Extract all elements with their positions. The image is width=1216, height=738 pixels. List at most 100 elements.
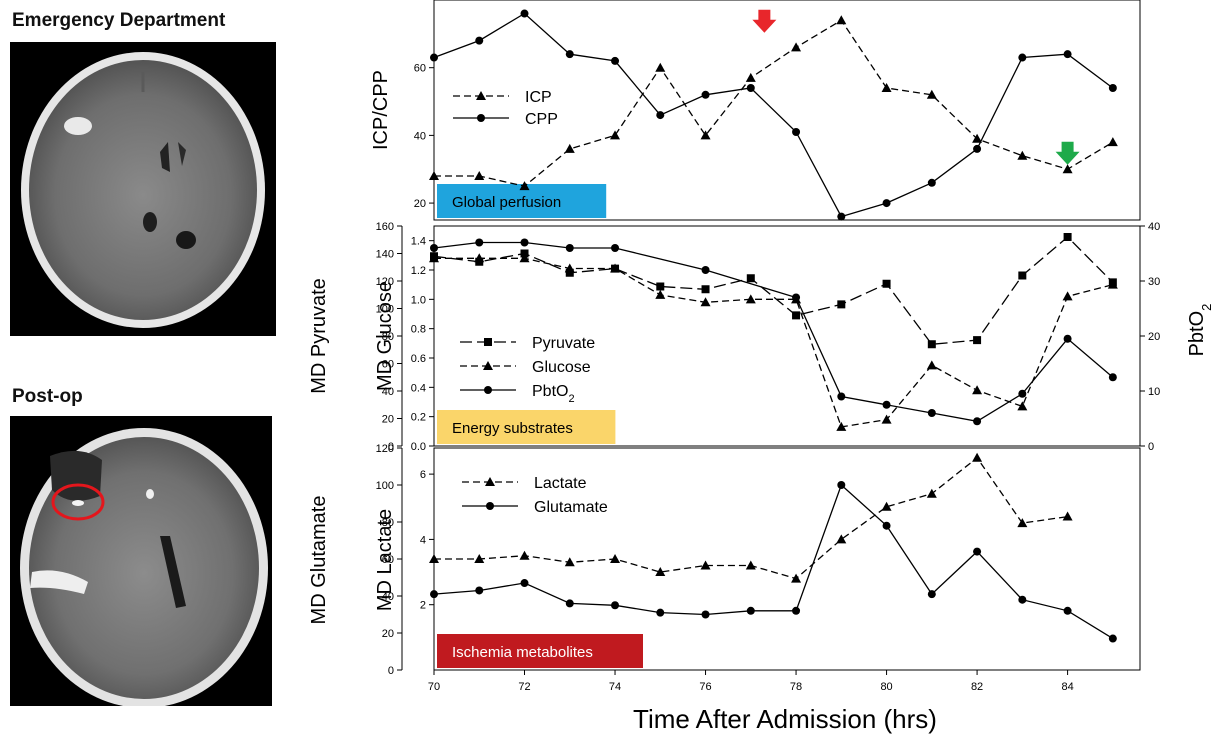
energy-substrates-pbto-point [837, 392, 846, 401]
global-perfusion-cpp-point [927, 178, 936, 187]
energy-substrates-inner-y-tick-label: 0.8 [411, 324, 426, 336]
energy-substrates-glucose-point [519, 253, 530, 263]
global-perfusion-cpp-point [1108, 84, 1117, 92]
ischemia-metabolites-glutamate-point [611, 601, 620, 610]
global-perfusion-badge-label: Global perfusion [452, 194, 561, 211]
global-perfusion-icp-point [519, 181, 530, 191]
global-perfusion-cpp-point [1018, 53, 1027, 62]
x-tick-label: 74 [609, 681, 621, 693]
energy-substrates-glucose-point [881, 414, 892, 424]
global-perfusion-icp-point [1017, 150, 1028, 160]
energy-substrates-pyruvate-point [927, 340, 936, 349]
x-tick-label: 84 [1061, 681, 1073, 693]
energy-substrates-badge [437, 410, 616, 444]
energy-substrates-glucose-point [745, 294, 756, 304]
ischemia-metabolites-lactate-point [745, 560, 756, 570]
energy-substrates-inner-y-tick-label: 0.0 [411, 441, 426, 453]
energy-substrates-outer-y-tick-label: 60 [382, 359, 394, 371]
global-perfusion-cpp-point [973, 144, 982, 153]
legend-lactate: Lactate [534, 475, 587, 492]
global-perfusion-icp-point [745, 72, 756, 82]
ischemia-metabolites-glutamate-point [475, 586, 484, 595]
energy-substrates-right-y-tick-label: 40 [1148, 221, 1160, 233]
energy-substrates-pbto-line [433, 241, 1114, 422]
energy-substrates-inner-y-tick-label: 0.2 [411, 412, 426, 424]
energy-substrates-pyruvate-point [837, 300, 846, 309]
ischemia-metabolites-glutamate-point [565, 599, 574, 608]
ct-scan-emergency [10, 42, 276, 336]
global-perfusion-icp-point [610, 130, 621, 140]
ischemia-metabolites-inner-y-tick-label: 4 [420, 534, 426, 546]
energy-substrates-pbto-point [611, 244, 620, 252]
global-perfusion-ylabel: ICP/CPP [370, 70, 392, 150]
energy-substrates-glucose-point [474, 253, 485, 263]
legend-marker [484, 338, 492, 346]
ischemia-metabolites-lactate-point [700, 560, 711, 570]
global-perfusion-icp-point [655, 62, 666, 72]
ischemia-metabolites-lactate-point [564, 557, 575, 567]
x-tick-label: 78 [790, 681, 802, 693]
global-perfusion-cpp-point [475, 36, 484, 45]
global-perfusion-icp-point [881, 83, 892, 92]
ischemia-metabolites-outer-y-tick-label: 40 [382, 591, 394, 603]
legend-marker [486, 502, 494, 510]
energy-substrates-right-y-tick-label: 30 [1148, 276, 1160, 288]
energy-substrates-outer-y-tick-label: 0 [388, 441, 394, 453]
legend-marker [484, 386, 492, 394]
ischemia-metabolites-outer-y-tick-label: 120 [376, 443, 394, 455]
ischemia-metabolites-glutamate-point [927, 590, 936, 599]
energy-substrates-pbto-point [792, 293, 801, 302]
energy-substrates-glucose-point [972, 385, 983, 395]
energy-substrates-pyruvate-point [792, 311, 801, 320]
ct-scan-post-op [10, 416, 272, 706]
global-perfusion-cpp-point [701, 90, 710, 99]
ischemia-metabolites-lactate-point [1062, 511, 1073, 521]
ischemia-metabolites-outer-y-tick-label: 80 [382, 517, 394, 529]
energy-substrates-ylabel-inner: MD Glucose [374, 281, 396, 391]
energy-substrates-pyruvate-point [1063, 233, 1072, 241]
energy-substrates-pbto-point [927, 409, 936, 417]
red-arrow [752, 9, 777, 33]
legend-marker [485, 477, 495, 486]
global-perfusion-icp-point [1062, 164, 1073, 174]
energy-substrates-right-y-tick-label: 20 [1148, 331, 1160, 343]
ischemia-metabolites-lactate-point [836, 534, 847, 544]
energy-substrates-ylabel-right: PbtO2 [1186, 304, 1214, 357]
energy-substrates-inner-y-tick-label: 1.0 [411, 294, 426, 306]
global-perfusion-icp-point [700, 130, 711, 140]
ischemia-metabolites-glutamate-point [746, 606, 755, 615]
energy-substrates-glucose-point [564, 263, 575, 273]
ischemia-metabolites-glutamate-point [1018, 595, 1027, 604]
ischemia-metabolites-glutamate-point [656, 608, 665, 617]
energy-substrates-pyruvate-point [882, 279, 891, 288]
ischemia-metabolites-glutamate-point [520, 579, 529, 588]
energy-substrates-pyruvate-point [973, 336, 982, 345]
ischemia-metabolites-lactate-point [429, 554, 439, 563]
energy-substrates-pbto-point [1108, 373, 1117, 382]
global-perfusion-icp-point [972, 133, 983, 143]
ischemia-metabolites-inner-y-tick-label: 2 [420, 600, 426, 612]
energy-substrates-inner-y-tick-label: 1.2 [411, 265, 426, 277]
global-perfusion-cpp-point [520, 9, 529, 18]
global-perfusion-cpp-point [611, 56, 620, 65]
global-perfusion-cpp-point [792, 128, 801, 136]
global-perfusion-cpp-point [746, 84, 755, 92]
ischemia-metabolites-badge-label: Ischemia metabolites [452, 644, 593, 661]
ischemia-metabolites-glutamate-point [430, 590, 438, 599]
global-perfusion-icp-point [926, 89, 937, 99]
global-perfusion-cpp-line [433, 12, 1114, 218]
energy-substrates-pyruvate-point [701, 285, 710, 294]
global-perfusion-y-tick-label: 40 [414, 130, 426, 142]
ischemia-metabolites-lactate-point [610, 554, 621, 563]
energy-substrates-glucose-point [1017, 401, 1028, 411]
energy-substrates-pyruvate-point [565, 268, 574, 277]
global-perfusion-y-tick-label: 60 [414, 63, 426, 75]
energy-substrates-glucose-point [1062, 291, 1073, 301]
energy-substrates-glucose-line [434, 257, 1113, 428]
energy-substrates-pbto-point [475, 238, 484, 247]
ischemia-metabolites-outer-y-tick-label: 60 [382, 554, 394, 566]
energy-substrates-pbto-point [973, 417, 982, 426]
legend-marker [483, 361, 493, 370]
post-op-label: Post-op [12, 386, 83, 407]
